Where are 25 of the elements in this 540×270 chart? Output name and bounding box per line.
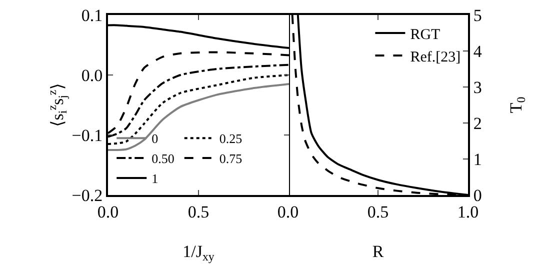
x-axis-title: R	[372, 242, 384, 261]
x-tick-label: 0.0	[97, 202, 119, 222]
y2-tick-label: 1	[473, 150, 482, 169]
line-series	[108, 83, 289, 152]
y-tick-label: 0.1	[81, 6, 103, 25]
legend-label: RGT	[410, 26, 440, 43]
legend-label: Ref.[23]	[410, 49, 461, 66]
y2-tick-label: 0	[473, 186, 482, 205]
y-tick-label: −0.2	[72, 186, 103, 205]
y2-tick-label: 5	[473, 6, 482, 25]
x-tick-label: 1.0	[457, 202, 479, 222]
legend-label: 0.25	[219, 131, 242, 146]
y-tick-label: −0.1	[72, 126, 103, 145]
x-tick-label: 0.0	[277, 202, 299, 222]
legend-label: 0	[152, 131, 158, 146]
x-axis-title: 1/J$_{xy}$	[182, 242, 214, 264]
y2-tick-label: 3	[473, 78, 482, 97]
y-tick-label: 0.0	[81, 66, 103, 85]
x-tick-label: 0.5	[188, 202, 210, 222]
legend-label: 0.75	[219, 151, 242, 166]
y2-tick-label: 2	[473, 114, 482, 133]
y2-tick-label: 4	[473, 42, 482, 61]
x-tick-label: 0.5	[367, 202, 389, 222]
legend-label: 0.50	[152, 151, 174, 166]
legend-label: 1	[152, 171, 158, 186]
